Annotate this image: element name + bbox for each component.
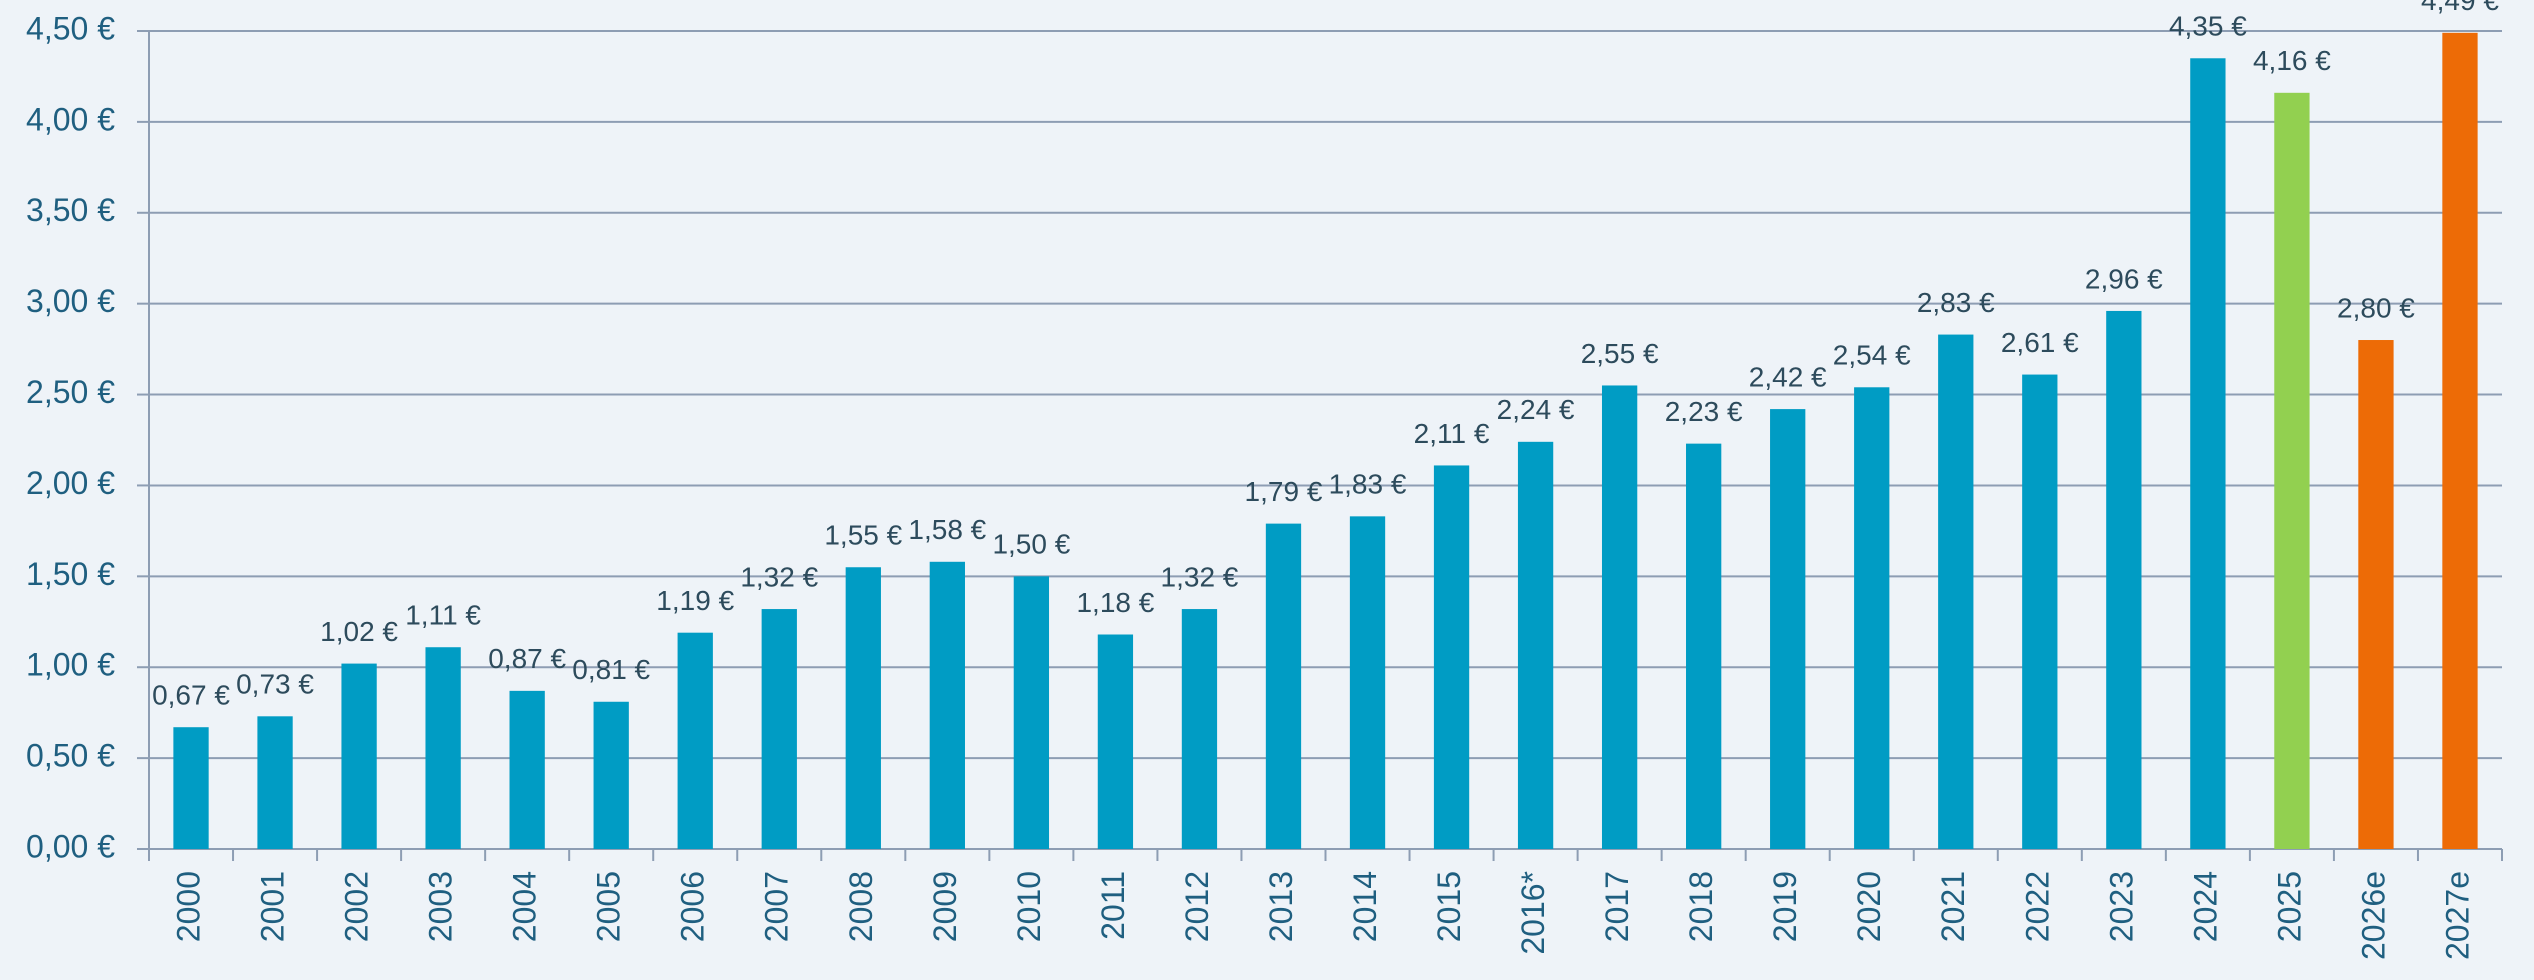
x-tick-label: 2025 xyxy=(2271,871,2307,942)
value-label: 2,23 € xyxy=(1665,396,1743,427)
x-tick-label: 2001 xyxy=(255,871,291,942)
x-tick-label: 2002 xyxy=(339,871,375,942)
y-tick-label: 0,00 € xyxy=(26,828,115,864)
bar xyxy=(1013,576,1050,849)
x-tick-label: 2019 xyxy=(1767,871,1803,942)
y-tick-label: 1,00 € xyxy=(26,647,115,683)
value-label: 2,55 € xyxy=(1581,338,1659,369)
value-label: 1,02 € xyxy=(320,616,398,647)
x-tick-label: 2027e xyxy=(2439,871,2475,960)
bar xyxy=(1770,409,1806,849)
value-label: 1,58 € xyxy=(908,514,986,545)
value-label: 2,96 € xyxy=(2085,263,2163,294)
bar xyxy=(677,632,713,849)
bar xyxy=(509,690,545,849)
value-label: 2,11 € xyxy=(1414,418,1490,449)
bar xyxy=(425,647,461,849)
value-label: 2,24 € xyxy=(1497,394,1575,425)
value-label: 1,11 € xyxy=(405,600,481,631)
bar xyxy=(1265,523,1302,849)
value-label: 1,18 € xyxy=(1076,587,1154,618)
bar xyxy=(341,663,377,849)
bar xyxy=(2022,374,2058,849)
value-label: 2,54 € xyxy=(1833,340,1911,371)
value-label: 0,81 € xyxy=(572,654,650,685)
value-label: 2,61 € xyxy=(2001,327,2079,358)
x-tick-label: 2009 xyxy=(927,871,963,942)
x-tick-label: 2007 xyxy=(759,871,795,942)
x-tick-label: 2004 xyxy=(507,871,543,942)
x-tick-label: 2000 xyxy=(170,871,206,942)
value-label: 1,79 € xyxy=(1245,476,1323,507)
value-label: 1,32 € xyxy=(740,561,818,592)
bar xyxy=(1349,516,1386,849)
bar xyxy=(593,701,629,849)
bar xyxy=(257,716,293,849)
value-label: 4,35 € xyxy=(2169,11,2247,42)
x-tick-label: 2023 xyxy=(2103,871,2139,942)
bar xyxy=(1601,385,1638,849)
x-tick-label: 2015 xyxy=(1431,871,1467,942)
bar xyxy=(1686,443,1722,849)
x-tick-label: 2013 xyxy=(1263,871,1299,942)
bar xyxy=(1854,387,1890,849)
bar xyxy=(2106,310,2142,850)
x-tick-label: 2021 xyxy=(1935,871,1971,942)
bar xyxy=(2274,92,2310,849)
value-label: 1,83 € xyxy=(1329,469,1407,500)
y-tick-label: 3,00 € xyxy=(26,283,115,319)
value-label: 2,83 € xyxy=(1917,287,1995,318)
bar xyxy=(2358,340,2394,849)
x-tick-label: 2003 xyxy=(423,871,459,942)
y-tick-label: 0,50 € xyxy=(26,738,115,774)
x-tick-label: 2022 xyxy=(2019,871,2055,942)
value-label: 0,87 € xyxy=(488,643,566,674)
bar xyxy=(761,609,797,849)
bar xyxy=(173,727,209,849)
value-label: 2,42 € xyxy=(1749,361,1827,392)
bar xyxy=(1433,465,1470,849)
x-tick-label: 2005 xyxy=(591,871,627,942)
x-tick-label: 2006 xyxy=(675,871,711,942)
x-tick-label: 2010 xyxy=(1011,871,1047,942)
bar xyxy=(1097,634,1134,849)
value-label: 1,55 € xyxy=(824,520,902,551)
value-label: 1,50 € xyxy=(992,529,1070,560)
value-label: 2,80 € xyxy=(2337,292,2415,323)
value-label: 4,16 € xyxy=(2253,45,2331,76)
y-tick-label: 4,50 € xyxy=(26,10,115,46)
x-tick-label: 2016* xyxy=(1515,871,1551,955)
x-tick-label: 2011 xyxy=(1095,871,1131,940)
value-label: 1,32 € xyxy=(1161,561,1239,592)
value-label: 4,49 € xyxy=(2421,0,2499,16)
y-tick-label: 3,50 € xyxy=(26,192,115,228)
value-label: 1,19 € xyxy=(656,585,734,616)
y-tick-label: 4,00 € xyxy=(26,101,115,137)
bar xyxy=(2190,58,2226,850)
x-tick-label: 2014 xyxy=(1347,871,1383,942)
x-tick-label: 2026e xyxy=(2355,871,2391,960)
y-tick-label: 1,50 € xyxy=(26,556,115,592)
value-label: 0,73 € xyxy=(236,669,314,700)
x-tick-label: 2018 xyxy=(1683,871,1719,942)
bar xyxy=(1938,334,1974,850)
bar xyxy=(2442,32,2478,850)
x-tick-label: 2024 xyxy=(2187,871,2223,942)
value-label: 0,67 € xyxy=(152,680,230,711)
bar xyxy=(845,567,881,849)
bar xyxy=(929,561,965,849)
x-tick-label: 2017 xyxy=(1599,871,1635,942)
y-tick-label: 2,00 € xyxy=(26,465,115,501)
x-tick-label: 2012 xyxy=(1179,871,1215,942)
bar xyxy=(1517,441,1554,849)
x-tick-label: 2008 xyxy=(843,871,879,942)
bar xyxy=(1181,609,1218,849)
y-tick-label: 2,50 € xyxy=(26,374,115,410)
x-tick-label: 2020 xyxy=(1851,871,1887,942)
